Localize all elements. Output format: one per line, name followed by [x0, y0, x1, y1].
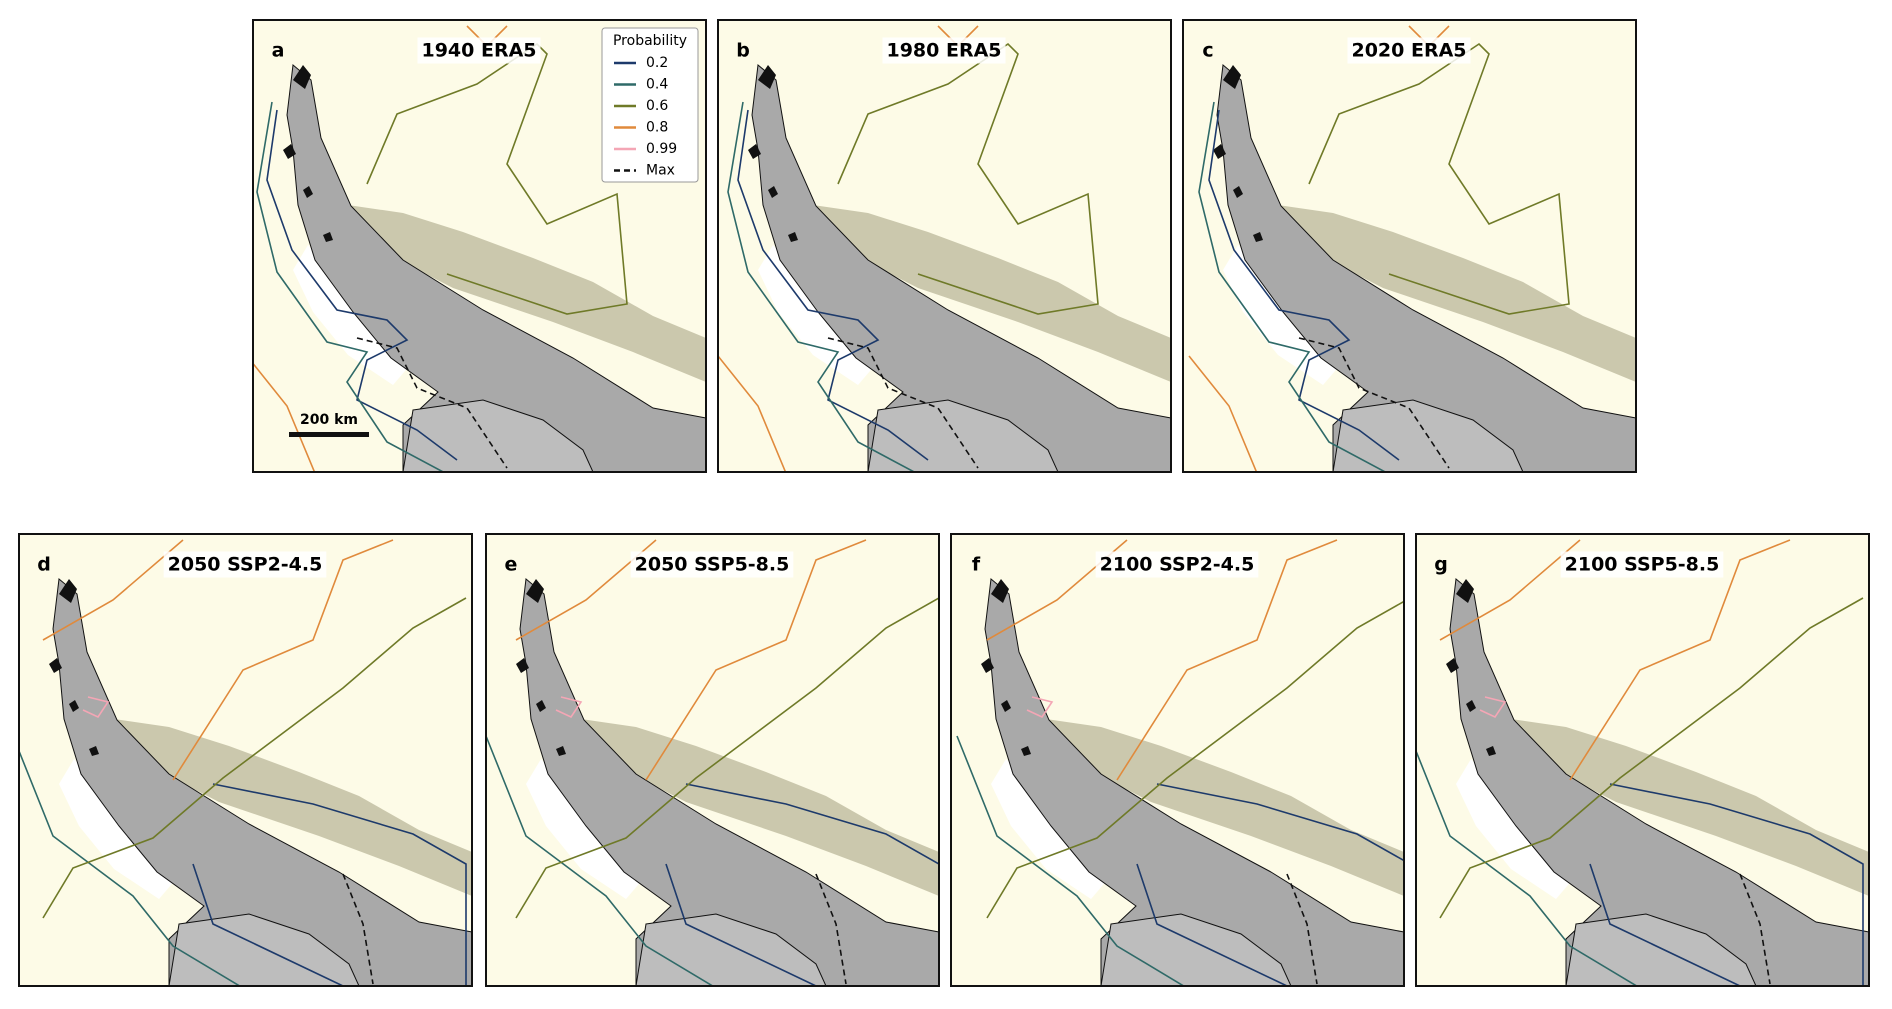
contour-line: [1439, 597, 1864, 919]
panel-letter: a: [272, 40, 285, 62]
panel-letter: e: [505, 554, 518, 576]
map-panel: 2050 SSP2-4.5 d: [18, 533, 473, 987]
contour-line: [737, 109, 929, 461]
basemap: [951, 534, 1404, 986]
legend-label: Max: [646, 163, 675, 179]
panel-border: [1415, 533, 1870, 987]
contour-line: [815, 873, 847, 985]
panel-border: [717, 19, 1172, 473]
panel-border: [18, 533, 473, 987]
panel-title: 2050 SSP5-8.5: [635, 554, 790, 576]
map-content: [718, 20, 1171, 472]
panel-letter: g: [1434, 554, 1448, 576]
map-content: [1183, 20, 1636, 472]
panel-title: 1980 ERA5: [886, 40, 1001, 62]
contour-line: [192, 783, 467, 986]
contour-line: [256, 101, 445, 472]
map-panel: 2100 SSP5-8.5 g: [1415, 533, 1870, 987]
title-background: [1560, 551, 1724, 578]
panel-border: [1182, 19, 1637, 473]
contour-line: [727, 101, 916, 472]
contour-line: [366, 42, 628, 315]
panel-letter: d: [37, 554, 51, 576]
panel-border: [950, 533, 1405, 987]
contour-line: [1136, 783, 1404, 986]
map-panel: 1980 ERA5 b: [717, 19, 1172, 473]
map-panel: 2050 SSP5-8.5 e: [485, 533, 940, 987]
title-background: [630, 551, 794, 578]
panel-border: [252, 19, 707, 473]
legend-title: Probability: [613, 33, 687, 49]
basemap: [486, 534, 939, 986]
contour-line: [837, 42, 1099, 315]
legend-label: 0.6: [646, 98, 668, 114]
panel-title: 1940 ERA5: [421, 40, 536, 62]
contour-line: [486, 735, 715, 986]
title-background: [1095, 551, 1259, 578]
basemap: [1416, 534, 1869, 986]
contour-line: [356, 337, 508, 469]
contour-line: [42, 539, 394, 781]
legend-label: 0.8: [646, 120, 668, 136]
contour-line: [986, 600, 1404, 919]
map-panel: 2100 SSP2-4.5 f: [950, 533, 1405, 987]
contour-line: [19, 748, 242, 986]
basemap: [718, 20, 1171, 472]
panel-title: 2100 SSP5-8.5: [1565, 554, 1720, 576]
contour-line: [82, 696, 110, 719]
map-content: [19, 534, 472, 986]
contour-line: [555, 696, 583, 719]
contour-line: [42, 597, 467, 919]
scale-bar: [289, 432, 369, 437]
map-content: [486, 534, 939, 986]
legend: Probability 0.2 0.4 0.6 0.8 0.99 Max: [601, 27, 699, 183]
contour-line: [1416, 748, 1639, 986]
contour-line: [266, 109, 458, 461]
contour-line: [665, 783, 939, 986]
contour-line: [1308, 42, 1570, 315]
contour-line: [1208, 109, 1400, 461]
contour-line: [1439, 539, 1791, 781]
contour-line: [1286, 873, 1318, 985]
title-background: [163, 551, 327, 578]
contour-line: [1298, 337, 1450, 469]
panel-letter: b: [736, 40, 750, 62]
panel-title: 2050 SSP2-4.5: [168, 554, 323, 576]
title-background: [882, 37, 1006, 64]
legend-box: [601, 27, 699, 183]
contour-line: [1026, 696, 1054, 719]
map-content: [1416, 534, 1869, 986]
contour-line: [827, 337, 979, 469]
panel-title: 2020 ERA5: [1351, 40, 1466, 62]
panel-title: 2100 SSP2-4.5: [1100, 554, 1255, 576]
scale-bar-label: 200 km: [300, 412, 358, 428]
contour-line: [342, 873, 374, 985]
legend-label: 0.4: [646, 77, 668, 93]
contour-line: [1198, 101, 1387, 472]
panel-border: [485, 533, 940, 987]
contour-line: [515, 597, 939, 919]
panel-letter: f: [972, 554, 981, 576]
legend-label: 0.99: [646, 141, 677, 157]
map-panel: 1940 ERA5 a 200 km Probability 0.2 0.4 0.6 0.8 0…: [252, 19, 707, 473]
title-background: [417, 37, 541, 64]
title-background: [1347, 37, 1471, 64]
legend-label: 0.2: [646, 55, 668, 71]
basemap: [19, 534, 472, 986]
contour-line: [1589, 783, 1864, 986]
contour-line: [1739, 873, 1771, 985]
map-panel: 2020 ERA5 c: [1182, 19, 1637, 473]
map-content: [951, 534, 1404, 986]
panel-letter: c: [1202, 40, 1213, 62]
contour-line: [956, 735, 1186, 986]
contour-line: [1479, 696, 1507, 719]
